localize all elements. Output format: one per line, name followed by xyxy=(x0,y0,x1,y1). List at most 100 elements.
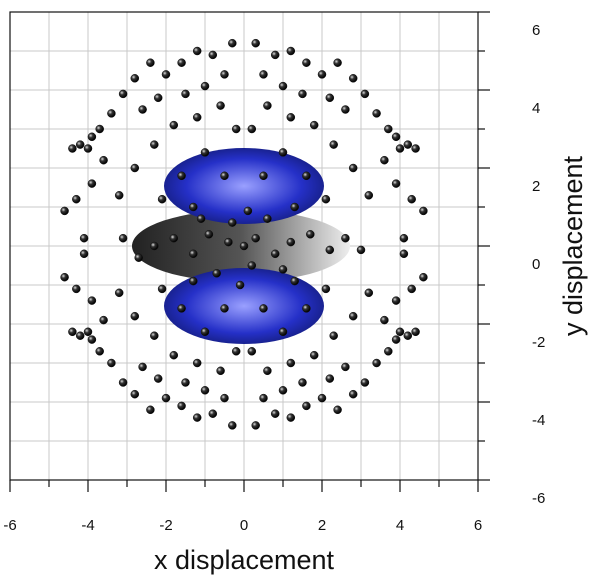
x-tick-label: 6 xyxy=(474,517,482,534)
point xyxy=(286,237,296,247)
point xyxy=(372,109,381,118)
point xyxy=(75,140,85,149)
point xyxy=(150,140,159,149)
point xyxy=(95,347,104,356)
point xyxy=(251,233,260,243)
point xyxy=(403,331,413,340)
point xyxy=(192,113,202,122)
point xyxy=(114,191,124,200)
point xyxy=(220,304,229,313)
point xyxy=(228,421,237,430)
point xyxy=(407,194,416,204)
point xyxy=(118,89,128,99)
point xyxy=(189,249,198,259)
point xyxy=(341,362,350,372)
point xyxy=(278,327,288,337)
x-tick-label: -4 xyxy=(81,517,94,534)
point xyxy=(99,155,108,165)
point xyxy=(290,202,299,212)
point xyxy=(348,74,358,83)
point xyxy=(247,261,257,270)
point xyxy=(138,105,147,114)
point xyxy=(380,155,389,165)
point xyxy=(196,214,206,223)
x-tick-label: 4 xyxy=(396,517,404,534)
point xyxy=(419,206,428,216)
point xyxy=(189,202,198,212)
point xyxy=(153,374,163,383)
point xyxy=(407,284,416,294)
point xyxy=(391,335,401,344)
y-tick-label: -4 xyxy=(532,412,545,429)
point xyxy=(270,249,280,259)
point xyxy=(317,393,327,403)
point xyxy=(360,89,370,99)
point xyxy=(302,58,311,67)
point xyxy=(391,179,401,188)
point xyxy=(395,327,405,337)
point xyxy=(399,233,409,243)
point xyxy=(107,109,116,118)
point xyxy=(224,237,233,247)
x-tick-label: 2 xyxy=(318,517,326,534)
point xyxy=(181,89,190,99)
point xyxy=(177,401,186,411)
point xyxy=(157,284,167,294)
point xyxy=(146,58,155,67)
point xyxy=(200,148,210,157)
point xyxy=(68,327,77,337)
point xyxy=(79,249,89,259)
point xyxy=(348,163,358,173)
point xyxy=(200,386,210,395)
point xyxy=(87,179,97,188)
point xyxy=(87,296,97,305)
y-tick-label: -6 xyxy=(532,490,545,507)
point xyxy=(169,233,179,243)
point xyxy=(286,413,296,422)
point xyxy=(192,413,202,422)
point xyxy=(372,358,381,368)
point xyxy=(263,214,272,223)
point xyxy=(75,331,85,340)
point xyxy=(243,206,253,216)
point xyxy=(411,144,420,153)
point xyxy=(278,81,288,91)
point xyxy=(118,378,128,387)
point xyxy=(220,171,229,181)
point xyxy=(286,358,296,368)
point xyxy=(348,389,358,399)
points xyxy=(60,38,428,430)
point xyxy=(87,132,97,142)
point xyxy=(169,350,179,360)
point xyxy=(220,70,229,79)
point xyxy=(216,366,225,376)
point xyxy=(325,93,335,103)
point xyxy=(130,311,140,321)
point xyxy=(208,409,218,418)
point xyxy=(99,315,108,325)
point xyxy=(251,421,260,430)
point xyxy=(189,276,198,286)
point xyxy=(60,272,69,282)
y-tick-label: 6 xyxy=(532,22,540,39)
point xyxy=(200,81,210,91)
point xyxy=(286,46,296,56)
point xyxy=(72,284,81,294)
point xyxy=(325,374,335,383)
point xyxy=(114,288,124,298)
blue-lobe xyxy=(164,268,324,344)
point xyxy=(208,50,218,60)
point xyxy=(348,311,358,321)
point xyxy=(278,265,288,274)
point xyxy=(177,58,186,67)
point xyxy=(130,163,140,173)
point xyxy=(278,148,288,157)
point xyxy=(235,280,245,290)
point xyxy=(309,350,319,360)
point xyxy=(384,124,393,134)
point xyxy=(95,124,104,134)
point xyxy=(251,38,260,48)
point xyxy=(364,191,374,200)
point xyxy=(419,272,428,282)
